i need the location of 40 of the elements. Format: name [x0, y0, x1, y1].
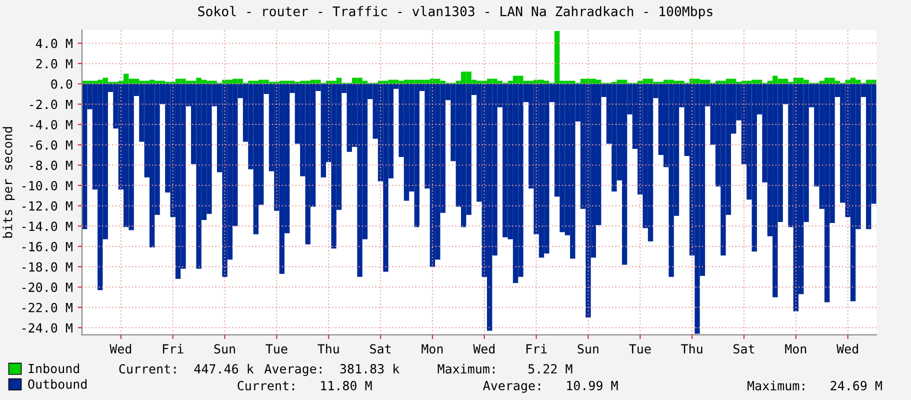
- y-tick-label: -12.0 M: [22, 201, 72, 211]
- y-tick-label: 4.0 M: [36, 38, 72, 48]
- y-tick-label: -22.0 M: [22, 302, 72, 312]
- x-tick-label: Tue: [629, 344, 651, 354]
- x-tick-label: Mon: [422, 344, 443, 354]
- x-tick-label: Wed: [836, 344, 858, 354]
- x-tick-label: Sat: [370, 344, 391, 354]
- x-tick-label: Sat: [734, 344, 754, 354]
- text: Current: 11.80 M: [238, 380, 372, 390]
- y-tick-label: -8.0 M: [30, 160, 72, 170]
- x-tick-label: Sun: [214, 344, 235, 354]
- chart-title: Sokol - router - Traffic - vlan1303 - LAN Na Zahradkach - 100Mbps: [198, 6, 712, 19]
- y-tick-label: -6.0 M: [30, 140, 72, 150]
- x-tick-label: Thu: [318, 344, 339, 354]
- text: Maximum: 24.69 M: [748, 380, 882, 390]
- x-tick-label: Sun: [578, 344, 598, 354]
- legend-label: Inbound: [28, 364, 80, 374]
- x-tick-label: Thu: [681, 344, 702, 354]
- legend-label: Outbound: [28, 379, 87, 389]
- text: Average: 10.99 M: [483, 380, 618, 393]
- y-tick-label: -4.0 M: [30, 120, 72, 130]
- x-tick-label: Fri: [162, 344, 184, 354]
- x-tick-label: Wed: [110, 344, 132, 354]
- text: Maximum: 5.22 M: [438, 364, 572, 374]
- y-tick-label: -18.0 M: [22, 262, 72, 272]
- y-tick-label: -20.0 M: [22, 282, 72, 292]
- x-tick-label: Fri: [526, 344, 547, 354]
- y-axis-title: bits per second: [2, 127, 15, 238]
- y-tick-label: -16.0 M: [22, 242, 72, 252]
- y-tick-label: -24.0 M: [22, 323, 72, 333]
- y-tick-label: 0.0: [51, 79, 72, 89]
- x-tick-label: Tue: [266, 344, 288, 354]
- y-tick-label: 2.0 M: [36, 59, 72, 68]
- y-tick-label: -2.0 M: [30, 100, 72, 110]
- text: Average: 381.83 k: [264, 364, 400, 376]
- x-tick-label: Mon: [785, 344, 806, 354]
- x-tick-label: Wed: [473, 344, 494, 354]
- y-tick-label: -14.0 M: [22, 222, 72, 232]
- y-tick-label: -10.0 M: [22, 180, 72, 190]
- text: Current: 447.46 k: [119, 364, 254, 374]
